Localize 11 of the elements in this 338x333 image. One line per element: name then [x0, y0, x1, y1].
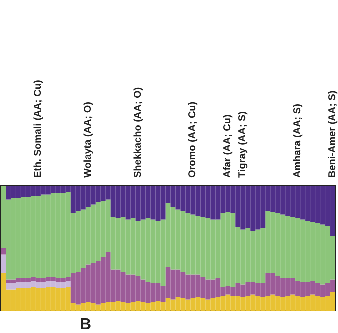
x-tick-label: Amhara (AA; S) — [292, 104, 304, 178]
x-tick-label: Tigray (AA; S) — [238, 112, 249, 178]
x-tick-label: Wolayta (AA; O) — [82, 102, 94, 178]
x-tick-label: Eth. Somali (AA; Cu) — [32, 80, 44, 178]
x-tick-label: Oromo (AA; Cu) — [188, 102, 199, 178]
bar — [1, 248, 6, 255]
x-tick-label: Shekkacho (AA; O) — [132, 87, 144, 178]
x-tick-label: Beni-Amer (AA; S) — [328, 90, 338, 178]
text: B — [80, 316, 92, 333]
x-tick-label: Afar (AA; Cu) — [222, 114, 234, 178]
bar — [1, 254, 6, 274]
